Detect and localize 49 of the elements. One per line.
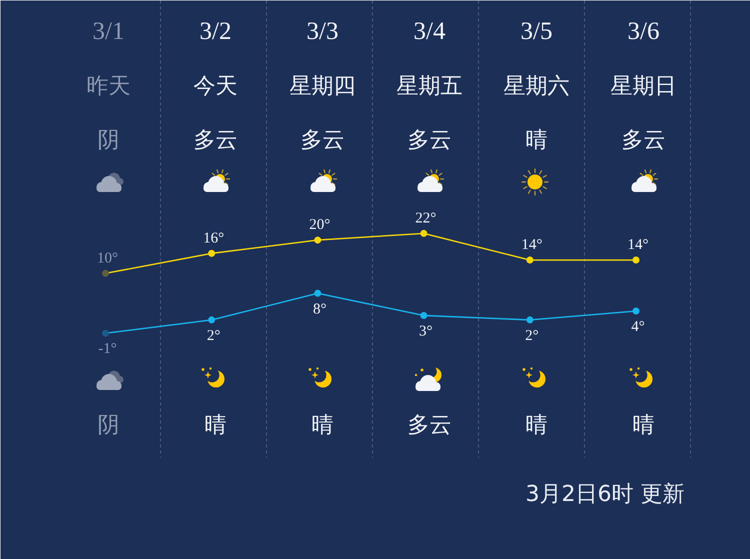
x-tick-label: 3/4 xyxy=(414,18,446,45)
annotation: 晴 xyxy=(632,413,654,438)
annotation: 晴 xyxy=(204,413,226,438)
annotation: 多云 xyxy=(408,128,452,153)
x-tick-label: 3/3 xyxy=(306,18,338,45)
annotation: 昨天 xyxy=(86,74,130,99)
point xyxy=(420,230,428,237)
annotation: 星期五 xyxy=(396,74,462,99)
point xyxy=(102,330,109,337)
annotation: 阴 xyxy=(98,413,120,438)
x-tick-label: 3/6 xyxy=(628,18,660,45)
annotation: 3月2日6时 更新 xyxy=(526,482,684,507)
data-label: 3° xyxy=(419,323,433,340)
data-label: 2° xyxy=(525,328,539,344)
point xyxy=(632,256,640,264)
data-label: 14° xyxy=(521,237,542,254)
point xyxy=(314,290,322,297)
data-label: 22° xyxy=(415,210,436,226)
annotation: 多云 xyxy=(300,128,344,153)
annotation: 多云 xyxy=(622,128,666,153)
data-label: 14° xyxy=(628,237,648,254)
data-label: 10° xyxy=(97,250,118,266)
point xyxy=(526,316,534,324)
annotation: 晴 xyxy=(526,128,548,153)
x-tick-label: 3/5 xyxy=(520,18,552,45)
x-tick-label: 3/1 xyxy=(92,18,124,45)
annotation: 今天 xyxy=(194,74,238,99)
data-label: -1° xyxy=(98,341,117,358)
annotation: 多云 xyxy=(408,413,452,438)
annotation: 星期六 xyxy=(504,74,570,99)
data-label: 2° xyxy=(206,328,220,344)
annotation: 晴 xyxy=(526,413,548,438)
data-label: 16° xyxy=(203,230,224,246)
point xyxy=(314,236,322,244)
annotation: 星期四 xyxy=(290,74,356,99)
point xyxy=(420,312,428,319)
annotation: 多云 xyxy=(194,128,238,153)
data-label: 20° xyxy=(309,217,330,234)
data-label: 8° xyxy=(312,301,326,318)
point xyxy=(632,308,640,315)
data-label: 4° xyxy=(631,319,645,336)
annotation: 星期日 xyxy=(610,74,676,99)
annotation: 阴 xyxy=(98,128,120,153)
annotation: 晴 xyxy=(312,413,334,438)
point xyxy=(526,256,534,264)
point xyxy=(208,250,216,257)
point xyxy=(208,316,216,324)
point xyxy=(102,270,109,277)
x-tick-label: 3/2 xyxy=(200,18,232,45)
